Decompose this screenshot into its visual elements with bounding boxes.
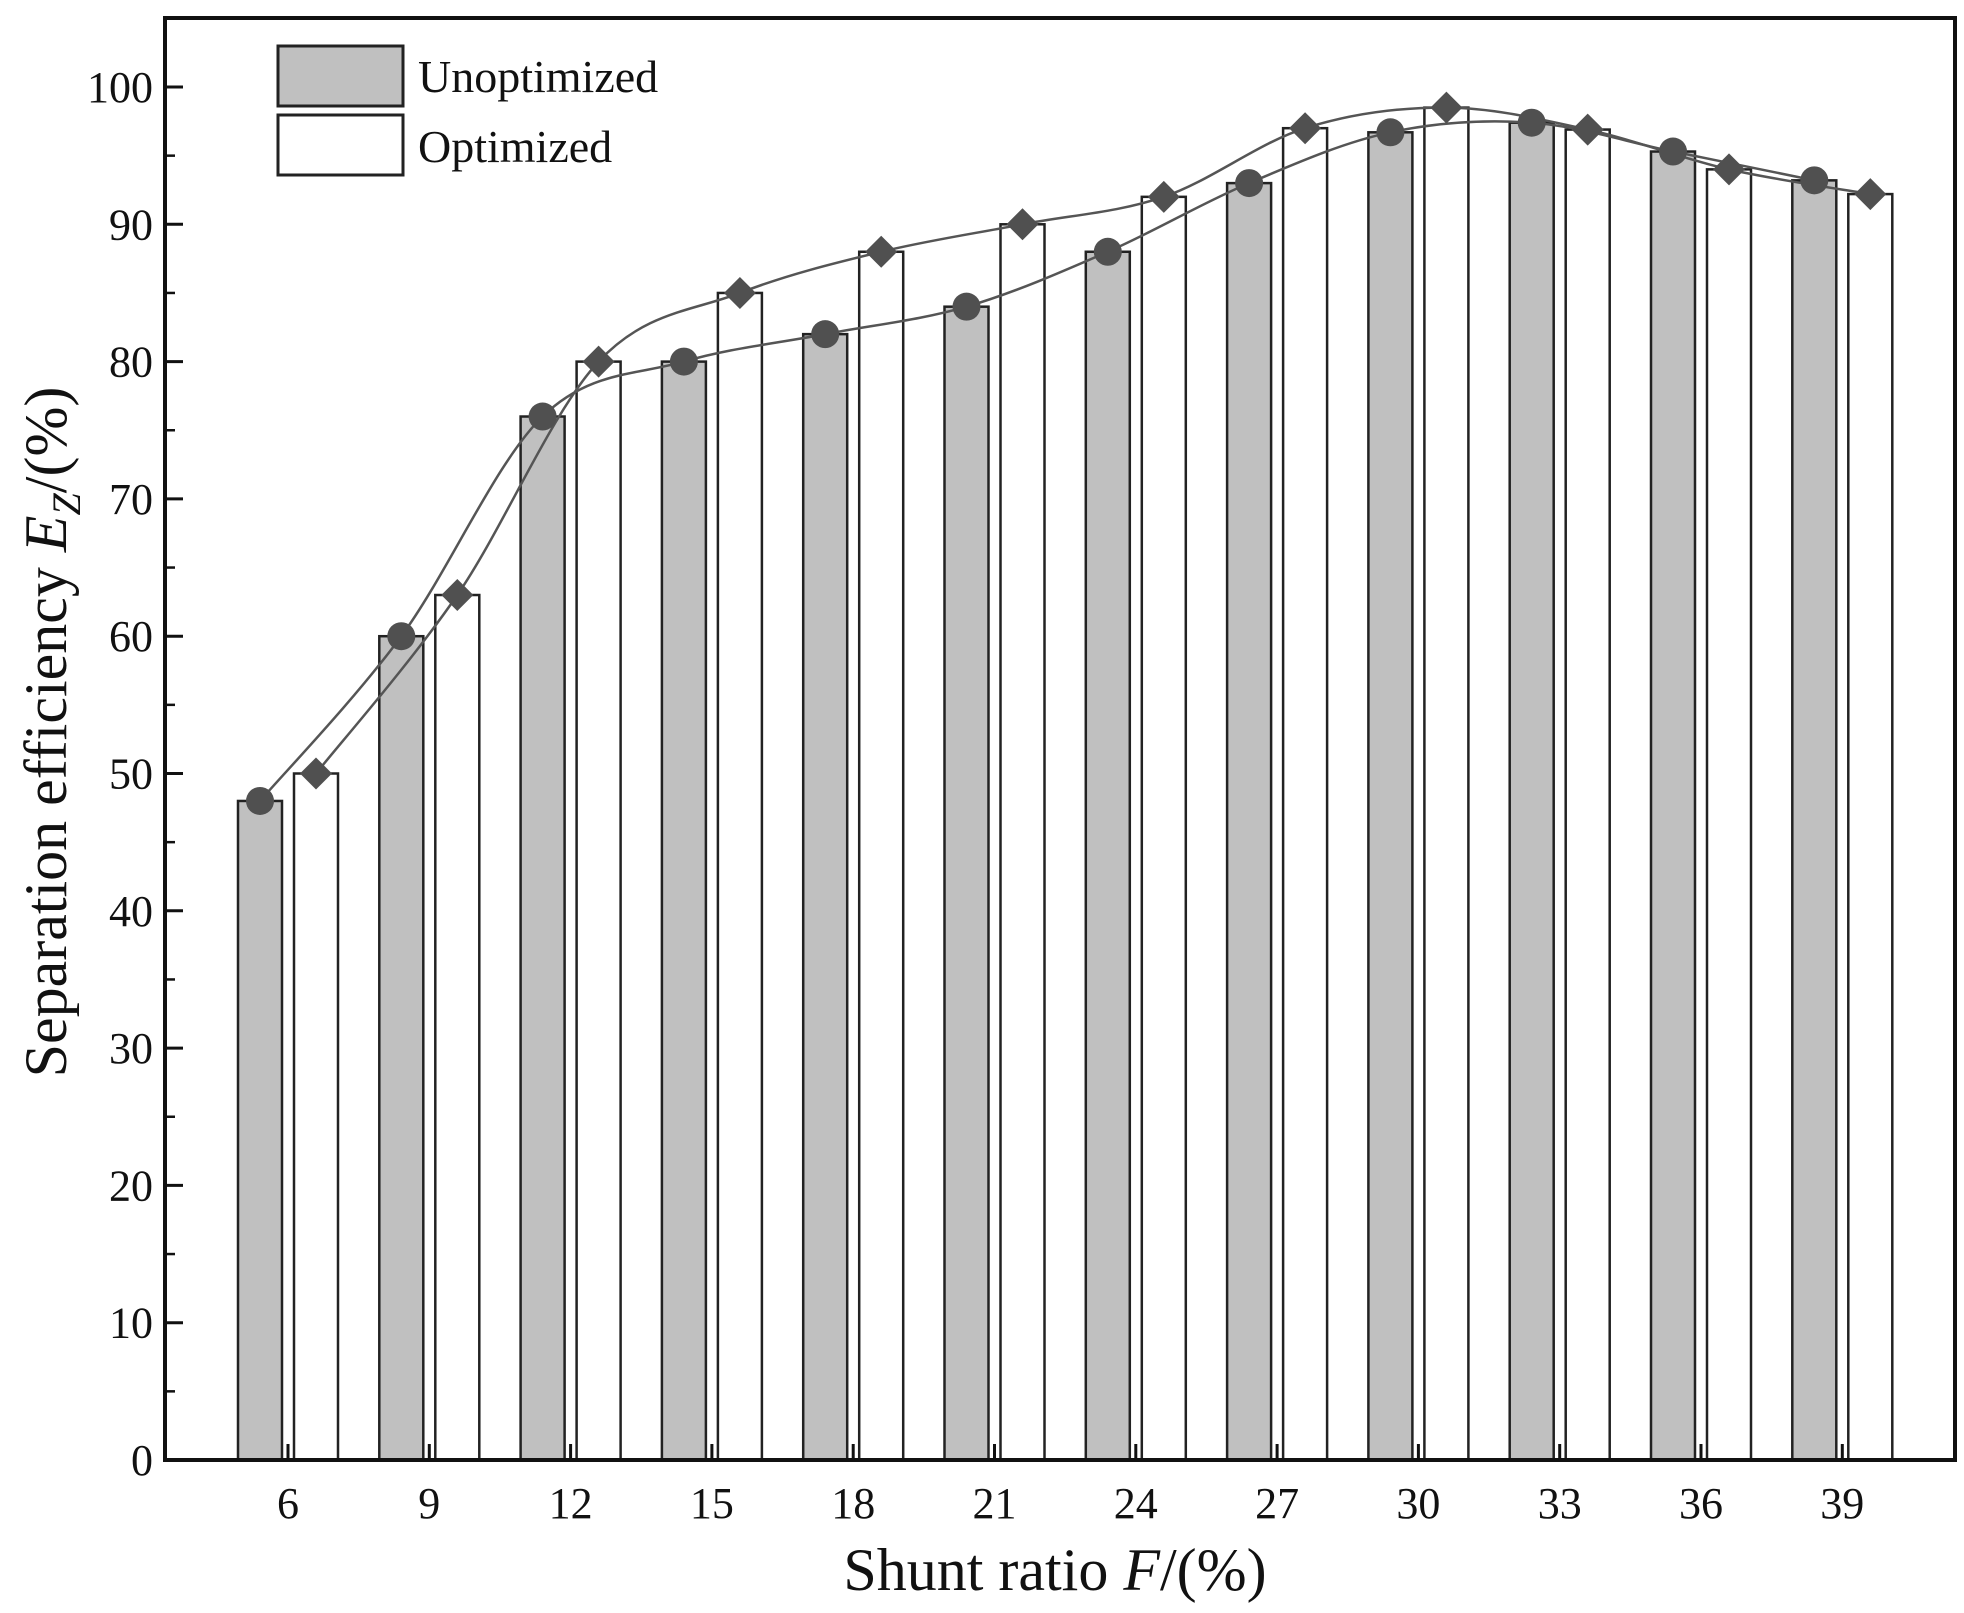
marker-optimized-9 (441, 579, 474, 612)
marker-optimized-21 (1006, 208, 1039, 241)
x-tick-label-15: 15 (690, 1479, 734, 1528)
bar-unoptimized-9 (378, 634, 425, 1462)
marker-unoptimized-18 (811, 320, 840, 349)
bar-unoptimized-39 (1791, 179, 1838, 1462)
bar-unoptimized-15 (660, 360, 708, 1462)
plot-area: 0 10 20 30 40 50 60 70 80 90 100 6 9 12 15 18 21 24 27 30 33… (87, 16, 1957, 1528)
bar-optimized-21 (999, 223, 1046, 1462)
bar-optimized-30 (1423, 106, 1470, 1462)
bar-unoptimized-36 (1649, 150, 1697, 1462)
marker-optimized-6 (300, 757, 332, 790)
marker-optimized-36 (1713, 153, 1745, 186)
bar-unoptimized-24 (1084, 250, 1132, 1462)
y-axis-title-main: Separation efficiency (13, 552, 79, 1077)
plot-frame (163, 16, 1957, 1462)
legend-label-optimized: Optimized (418, 121, 612, 172)
y-axis-title: Separation efficiency EZ/(%) (13, 387, 89, 1078)
bar-optimized-27 (1281, 126, 1329, 1462)
legend-swatch-unoptimized (276, 44, 405, 108)
marker-optimized-12 (582, 345, 615, 378)
bar-unoptimized-12 (519, 415, 566, 1462)
x-axis-title-var: F (1122, 1537, 1161, 1603)
marker-unoptimized-15 (669, 347, 698, 376)
marker-optimized-18 (865, 235, 898, 268)
legend-label-unoptimized: Unoptimized (418, 51, 658, 102)
marker-optimized-15 (723, 276, 756, 309)
marker-unoptimized-39 (1800, 166, 1829, 195)
y-tick-label-70: 70 (109, 475, 153, 524)
x-tick-label-36: 36 (1679, 1479, 1723, 1528)
y-tick-label-90: 90 (109, 200, 153, 249)
bar-optimized-18 (857, 250, 905, 1462)
bar-optimized-36 (1705, 168, 1753, 1462)
x-tick-label-9: 9 (418, 1479, 440, 1528)
y-axis-title-var: E (13, 515, 79, 553)
y-tick-label-0: 0 (131, 1436, 153, 1485)
marker-unoptimized-33 (1517, 108, 1546, 137)
bar-optimized-24 (1140, 195, 1188, 1462)
y-tick-label-40: 40 (109, 887, 153, 936)
y-tick-label-30: 30 (109, 1024, 153, 1073)
bar-optimized-33 (1564, 128, 1611, 1462)
x-tick-label-27: 27 (1255, 1479, 1299, 1528)
bar-optimized-6 (292, 772, 340, 1462)
x-tick-label-18: 18 (831, 1479, 875, 1528)
marker-unoptimized-9 (387, 622, 416, 651)
bar-unoptimized-33 (1508, 121, 1555, 1462)
x-tick-label-6: 6 (277, 1479, 299, 1528)
x-axis-title-unit: /(%) (1160, 1537, 1267, 1603)
bar-unoptimized-30 (1367, 131, 1414, 1462)
y-tick-label-100: 100 (87, 63, 153, 112)
marker-unoptimized-21 (952, 292, 981, 321)
marker-optimized-30 (1430, 91, 1463, 124)
bar-unoptimized-18 (801, 332, 849, 1462)
x-tick-label-30: 30 (1396, 1479, 1440, 1528)
x-tick-label-39: 39 (1820, 1479, 1864, 1528)
marker-optimized-27 (1289, 112, 1322, 145)
marker-unoptimized-30 (1376, 118, 1405, 147)
x-axis-title-main: Shunt ratio (843, 1537, 1123, 1603)
y-tick-label-80: 80 (109, 338, 153, 387)
marker-unoptimized-24 (1093, 237, 1122, 266)
bar-optimized-9 (434, 593, 481, 1462)
marker-unoptimized-12 (528, 402, 557, 431)
bar-optimized-12 (575, 360, 622, 1462)
legend-swatch-optimized (276, 113, 405, 177)
bar-optimized-39 (1847, 192, 1894, 1462)
marker-unoptimized-27 (1235, 169, 1264, 198)
x-tick-label-24: 24 (1114, 1479, 1158, 1528)
bar-unoptimized-27 (1225, 181, 1273, 1462)
x-tick-label-33: 33 (1538, 1479, 1582, 1528)
bar-unoptimized-21 (943, 305, 990, 1462)
y-axis-title-sub: Z (44, 492, 89, 515)
y-tick-label-20: 20 (109, 1161, 153, 1210)
bar-unoptimized-6 (236, 799, 284, 1462)
marker-optimized-39 (1854, 178, 1887, 211)
marker-unoptimized-6 (246, 786, 274, 815)
y-axis-title-unit: /(%) (13, 387, 79, 494)
y-tick-label-50: 50 (109, 750, 153, 799)
x-tick-label-12: 12 (549, 1479, 593, 1528)
marker-optimized-24 (1147, 180, 1180, 213)
x-axis-title: Shunt ratio F/(%) (843, 1537, 1266, 1603)
marker-optimized-33 (1571, 113, 1604, 146)
y-tick-label-10: 10 (109, 1299, 153, 1348)
marker-unoptimized-36 (1659, 137, 1687, 166)
bar-optimized-15 (716, 291, 764, 1462)
legend: Unoptimized Optimized (276, 44, 658, 177)
x-tick-label-21: 21 (973, 1479, 1017, 1528)
y-tick-label-60: 60 (109, 612, 153, 661)
